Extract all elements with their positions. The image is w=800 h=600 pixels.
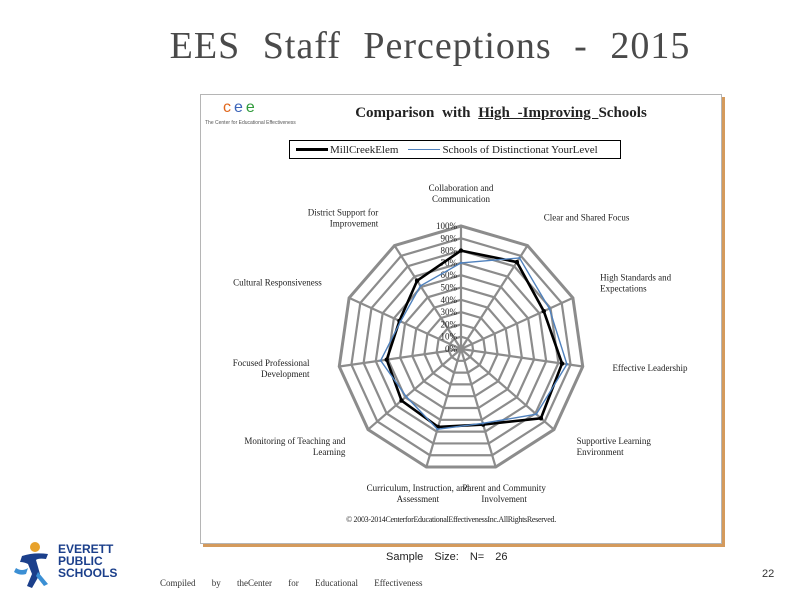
tick-label-100: 100% <box>436 221 458 231</box>
sample-size: Sample Size: N= 26 <box>386 551 508 563</box>
series-2-point-5 <box>535 413 538 416</box>
spoke-6 <box>459 348 497 468</box>
grid-ring-90 <box>350 237 572 457</box>
slide-title: EES Staff Perceptions - 2015 <box>169 25 691 67</box>
chart-legend: MillCreekElem Schools of Distinctionat Y… <box>289 140 621 159</box>
chart-panel: cee The Center for Educational Effective… <box>200 94 722 544</box>
series-2-point-9 <box>379 359 382 362</box>
series-2-point-1 <box>459 261 463 265</box>
series-1-point-4 <box>559 361 565 366</box>
category-label-7: Curriculum, Instruction, and Assessment <box>367 483 470 504</box>
tick-label-90: 90% <box>441 233 458 243</box>
cee-letter-c: c <box>223 99 234 116</box>
grid-ring-10 <box>447 335 475 362</box>
spoke-8 <box>367 348 462 431</box>
series-2-point-7 <box>436 428 439 431</box>
grid-ring-50 <box>398 286 524 410</box>
series-1-point-5 <box>538 416 544 421</box>
tick-label-30: 30% <box>441 307 458 317</box>
chart-title: Comparison with High -Improving Schools <box>281 105 721 122</box>
series-2-point-6 <box>481 422 485 425</box>
category-label-4: Effective Leadership <box>612 363 688 373</box>
series-1-point-8 <box>399 398 404 403</box>
spoke-9 <box>339 347 462 368</box>
cee-letter-e1: e <box>234 99 246 116</box>
grid-ring-20 <box>435 323 487 374</box>
eps-line-1: EVERETT <box>58 542 114 556</box>
category-label-10: Cultural Responsiveness <box>233 277 322 287</box>
category-label-1: Collaboration and Communication <box>429 183 494 204</box>
category-label-8: Monitoring of Teaching and Learning <box>244 436 345 457</box>
grid-ring-70 <box>374 261 548 433</box>
series-1-point-3 <box>541 308 546 314</box>
category-label-3: High Standards and Expectations <box>600 272 671 293</box>
series-1-point-11 <box>414 278 420 283</box>
tick-label-80: 80% <box>441 246 458 256</box>
tick-label-20: 20% <box>441 319 458 329</box>
tick-label-60: 60% <box>441 270 458 280</box>
legend-item-series-1: MillCreekElem <box>296 144 398 156</box>
legend-item-series-2: Schools of Distinctionat YourLevel <box>408 143 598 156</box>
legend-swatch-series-1 <box>296 148 328 151</box>
series-1-point-2 <box>514 259 520 265</box>
tick-label-10: 10% <box>441 332 458 342</box>
series-2-point-11 <box>419 284 422 288</box>
series-1-point-9 <box>384 357 389 362</box>
series-2-point-8 <box>404 395 408 398</box>
category-label-11: District Support for Improvement <box>308 207 379 228</box>
cee-logo: cee The Center for Educational Effective… <box>205 99 296 127</box>
chart-title-suffix: Schools <box>598 105 647 121</box>
tick-label-70: 70% <box>441 258 458 268</box>
cee-logo-letters: cee <box>223 99 258 117</box>
tick-label-40: 40% <box>441 295 458 305</box>
series-2-point-4 <box>565 363 569 366</box>
compiled-by-note: Compiled by theCenter for Educational Ef… <box>160 578 423 588</box>
tick-label-50: 50% <box>441 283 458 293</box>
grid-ring-40 <box>411 298 511 398</box>
spoke-10 <box>348 296 462 351</box>
chart-title-underlined: High -Improving <box>478 105 599 121</box>
category-label-9: Focused Professional Development <box>233 358 310 379</box>
cee-letter-e2: e <box>245 99 258 116</box>
category-label-2: Clear and Shared Focus <box>544 212 630 222</box>
runner-figure-icon <box>14 542 48 588</box>
series-2-point-2 <box>518 256 521 260</box>
legend-label-series-1: MillCreekElem <box>330 143 399 156</box>
copyright-notice: © 2003-2014CenterforEducationalEffective… <box>346 515 556 524</box>
series-2-point-10 <box>399 320 402 323</box>
series-2-point-3 <box>548 307 551 310</box>
eps-wordmark: EVERETT PUBLIC SCHOOLS <box>58 543 117 579</box>
eps-line-2: PUBLIC <box>58 554 103 568</box>
cee-tagline: The Center for Educational Effectiveness <box>205 120 296 126</box>
grid-ring-100 <box>337 224 585 469</box>
chart-title-prefix: Comparison with <box>355 105 479 121</box>
everett-public-schools-logo: EVERETT PUBLIC SCHOOLS <box>12 540 124 592</box>
spoke-7 <box>425 348 463 468</box>
tick-label-0: 0% <box>445 344 458 354</box>
series-1-point-1 <box>458 248 464 253</box>
category-label-6: Parent and Community Involvement <box>462 483 546 504</box>
spoke-5 <box>460 348 555 431</box>
spoke-3 <box>460 296 574 351</box>
legend-label-series-2: Schools of Distinctionat YourLevel <box>442 143 598 156</box>
page-number: 22 <box>762 568 775 580</box>
spoke-11 <box>393 244 462 350</box>
series-2-line <box>379 257 568 430</box>
legend-swatch-series-2 <box>408 149 441 150</box>
eps-line-3: SCHOOLS <box>58 566 118 580</box>
grid-ring-30 <box>423 310 499 386</box>
radar-chart: 0% 10% 20% 30% 40% 50% 60% 70% 80% 90% 100% Collabo… <box>233 183 688 504</box>
grid-ring-60 <box>386 274 536 421</box>
category-label-5: Supportive Learning Environment <box>577 436 652 457</box>
